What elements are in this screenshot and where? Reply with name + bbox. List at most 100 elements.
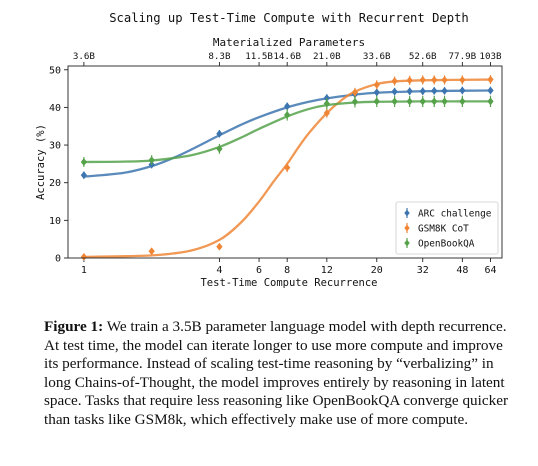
legend-marker [404, 239, 410, 247]
data-point [148, 247, 155, 256]
fit-curve [82, 89, 492, 178]
y-tick-label: 50 [49, 65, 61, 76]
point-marker [487, 75, 494, 84]
point-marker [391, 77, 398, 86]
point-marker [419, 97, 426, 106]
data-point [216, 143, 223, 154]
point-marker [351, 97, 359, 106]
top-tick-label: 11.5B [245, 51, 273, 62]
data-point [80, 157, 88, 167]
data-point [406, 75, 413, 85]
x-tick-label: 64 [484, 265, 496, 276]
data-point [216, 242, 223, 251]
point-marker [431, 97, 438, 106]
y-tick-label: 10 [49, 216, 61, 227]
chart: Scaling up Test-Time Compute with Recurr… [35, 11, 503, 289]
point-marker [283, 163, 291, 172]
plot-frame [67, 65, 503, 259]
point-marker [80, 171, 88, 180]
point-marker [406, 87, 413, 96]
top-tick-label: 33.6B [363, 51, 391, 62]
data-point [459, 75, 466, 85]
x-axis-label: Test-Time Compute Recurrence [200, 277, 377, 289]
data-point [373, 95, 380, 108]
data-point [406, 87, 413, 96]
point-marker [323, 99, 331, 108]
data-point [373, 88, 380, 97]
x-tick-label: 6 [256, 265, 262, 276]
caption-text: We train a 3.5B parameter language model… [44, 318, 508, 428]
top-tick-label: 21.0B [313, 51, 341, 62]
point-marker [391, 87, 398, 96]
data-points [80, 75, 494, 261]
point-marker [216, 144, 223, 153]
legend-label: OpenBookQA [418, 239, 475, 250]
data-point [441, 75, 448, 85]
legend-label: ARC challenge [418, 209, 492, 220]
legend: ARC challenge GSM8K CoT OpenBookQA [395, 201, 499, 255]
data-point [431, 86, 438, 95]
top-tick-label: 52.6B [409, 51, 437, 62]
point-marker [148, 247, 155, 256]
point-marker [283, 110, 291, 119]
y-axis-label: Accuracy (%) [35, 124, 47, 200]
data-point [441, 95, 448, 108]
y-tick-label: 20 [49, 178, 61, 189]
data-point [283, 163, 291, 173]
data-point [391, 87, 398, 96]
data-point [419, 95, 426, 108]
legend-entry: GSM8K CoT [404, 223, 469, 235]
data-point [431, 95, 438, 108]
data-point [351, 96, 359, 108]
data-point [80, 171, 88, 180]
point-marker [373, 80, 380, 89]
point-marker [80, 252, 88, 261]
data-point [441, 86, 448, 95]
x-tick-label: 4 [216, 265, 222, 276]
point-marker [441, 86, 448, 95]
top-tick-label: 14.6B [273, 51, 301, 62]
data-point [216, 129, 223, 138]
caption-label: Figure 1: [44, 318, 104, 335]
legend-entry: OpenBookQA [404, 238, 475, 250]
y-tick-label: 0 [55, 254, 61, 265]
point-marker [148, 156, 155, 165]
point-marker [487, 97, 494, 106]
x-tick-label: 12 [321, 265, 333, 276]
point-marker [441, 75, 448, 84]
data-point [431, 75, 438, 85]
top-tick-label: 3.6B [73, 51, 96, 62]
data-point [487, 95, 494, 108]
top-axis-ticks: 3.6B 8.3B 11.5B 14.6B 21.0B 33.6B 52.6B 77.9B 10… [73, 51, 502, 66]
data-point [419, 87, 426, 96]
point-marker [459, 97, 466, 106]
data-point [351, 87, 359, 97]
x-tick-label: 20 [371, 265, 383, 276]
point-marker [373, 88, 380, 97]
top-tick-label: 8.3B [208, 51, 231, 62]
top-axis-label: Materialized Parameters [213, 36, 365, 49]
chart-title: Scaling up Test-Time Compute with Recurr… [109, 11, 469, 25]
data-point [459, 95, 466, 108]
point-marker [419, 87, 426, 96]
x-tick-label: 8 [284, 265, 290, 276]
data-point [419, 75, 426, 85]
data-point [391, 95, 398, 108]
data-point [487, 86, 494, 95]
data-point [373, 80, 380, 90]
point-marker [431, 75, 438, 84]
point-marker [431, 86, 438, 95]
x-tick-label: 32 [417, 265, 429, 276]
data-point [323, 108, 331, 118]
legend-marker [404, 209, 410, 217]
point-marker [351, 88, 359, 97]
point-marker [216, 129, 223, 138]
legend-marker [404, 224, 410, 232]
legend-label: GSM8K CoT [418, 224, 469, 235]
x-axis: 1 4 6 8 12 20 32 48 64 [81, 258, 497, 276]
data-point [148, 155, 155, 166]
point-marker [419, 75, 426, 84]
x-tick-label: 1 [81, 265, 87, 276]
point-marker [459, 75, 466, 84]
point-marker [391, 97, 398, 106]
